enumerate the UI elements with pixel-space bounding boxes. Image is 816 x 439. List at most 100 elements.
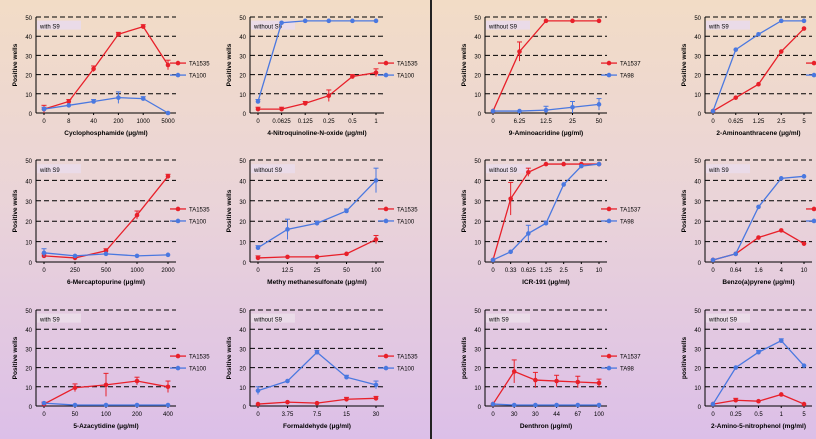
chart-panel-7: 0 10 20 30 40 50 0 6.25 12.5 25 50 9-Aminoacridine … xyxy=(461,16,641,137)
legend-swatch-marker xyxy=(175,218,181,224)
data-point xyxy=(778,49,784,54)
legend-label: TA100 xyxy=(189,74,207,80)
y-tick-label: 40 xyxy=(25,179,32,185)
data-point xyxy=(508,249,513,255)
y-axis-label: Positive wells xyxy=(12,189,19,232)
y-tick-label: 50 xyxy=(474,309,481,315)
x-tick-label: 200 xyxy=(132,412,143,418)
y-tick-label: 0 xyxy=(29,405,33,411)
panel-label-bg xyxy=(706,164,750,174)
data-point xyxy=(285,378,290,384)
x-tick-label: 0.625 xyxy=(521,268,537,274)
data-point xyxy=(543,161,549,167)
data-point xyxy=(314,220,320,226)
data-point xyxy=(255,245,261,251)
y-axis-label: Positive wells xyxy=(681,189,688,232)
x-tick-label: 250 xyxy=(70,268,81,274)
y-tick-label: 50 xyxy=(694,159,701,165)
y-tick-label: 10 xyxy=(474,386,481,392)
legend-swatch-marker xyxy=(175,353,181,359)
y-tick-label: 10 xyxy=(25,241,32,247)
panel-label-bg xyxy=(37,164,81,174)
data-point xyxy=(255,388,261,393)
data-point xyxy=(165,62,171,68)
x-tick-label: 1000 xyxy=(130,268,144,274)
x-tick-label: 15 xyxy=(343,412,350,418)
data-point xyxy=(134,402,140,408)
data-point xyxy=(72,385,78,391)
data-point xyxy=(314,400,320,406)
series-line-ta1537 xyxy=(492,20,599,112)
series-line-ta1537 xyxy=(712,229,805,261)
y-tick-label: 0 xyxy=(698,261,702,267)
y-tick-label: 0 xyxy=(478,261,482,267)
data-point xyxy=(134,253,140,259)
data-point xyxy=(596,18,602,24)
data-point xyxy=(543,107,549,113)
y-tick-label: 40 xyxy=(25,328,32,334)
data-point xyxy=(103,402,109,408)
x-axis-label: Denthron (μg/ml) xyxy=(520,423,572,430)
x-axis-label: 6-Mercaptopurine (μg/ml) xyxy=(67,279,145,286)
panel-label: with S9 xyxy=(39,318,60,324)
y-tick-label: 0 xyxy=(243,405,247,411)
panel-label-bg xyxy=(251,313,295,323)
data-point xyxy=(490,401,496,407)
panel-label-bg xyxy=(37,20,81,30)
panel-divider xyxy=(430,0,432,439)
data-point xyxy=(778,392,784,397)
y-tick-label: 50 xyxy=(25,309,32,315)
data-point xyxy=(570,104,575,110)
data-point xyxy=(344,374,349,380)
legend-label: TA1535 xyxy=(189,207,210,213)
legend-swatch-marker xyxy=(383,365,389,371)
y-axis-label: Positive wells xyxy=(12,43,19,86)
y-tick-label: 40 xyxy=(239,328,246,334)
data-point xyxy=(373,70,379,75)
data-point xyxy=(801,18,807,24)
y-tick-label: 10 xyxy=(474,93,481,99)
y-tick-label: 50 xyxy=(25,16,32,22)
legend-label: TA1535 xyxy=(189,355,210,361)
legend-swatch-marker xyxy=(383,72,389,78)
y-tick-label: 40 xyxy=(239,35,246,41)
x-tick-label: 25 xyxy=(314,268,321,274)
data-point xyxy=(596,102,602,107)
data-point xyxy=(91,66,96,72)
data-point xyxy=(801,241,807,246)
data-point xyxy=(373,382,379,388)
data-point xyxy=(526,231,531,236)
data-point xyxy=(733,365,739,370)
data-point xyxy=(517,108,522,114)
y-axis-label: Positive wells xyxy=(461,189,468,232)
data-point xyxy=(66,99,72,104)
chart-panel-2: 0 10 20 30 40 50 0 0.0625 0.125 0.25 0.5 1 4-Nitroqu… xyxy=(226,16,418,137)
x-axis-label: Cyclophosphamide (μg/ml) xyxy=(64,130,147,137)
y-tick-label: 40 xyxy=(474,328,481,334)
data-point xyxy=(255,401,261,407)
data-point xyxy=(134,378,140,384)
data-point xyxy=(116,95,121,100)
legend-swatch-marker xyxy=(383,353,389,359)
x-tick-label: 5 xyxy=(580,268,584,274)
legend-swatch-marker xyxy=(606,353,612,359)
y-axis-label: positive wells xyxy=(461,336,468,379)
data-point xyxy=(756,349,761,355)
data-point xyxy=(326,93,332,99)
y-tick-label: 50 xyxy=(474,16,481,22)
data-point xyxy=(801,401,807,407)
data-point xyxy=(554,402,559,408)
legend-label: TA1537 xyxy=(620,62,641,68)
series-line-ta1537 xyxy=(712,28,805,112)
data-point xyxy=(575,379,581,385)
data-point xyxy=(511,369,517,374)
x-tick-label: 10 xyxy=(801,268,808,274)
data-point xyxy=(165,252,171,258)
legend-label: TA1537 xyxy=(620,355,641,361)
data-point xyxy=(575,402,581,408)
legend-label: TA100 xyxy=(397,219,415,225)
data-point xyxy=(778,18,784,24)
y-tick-label: 20 xyxy=(694,74,701,80)
data-point xyxy=(756,81,761,87)
